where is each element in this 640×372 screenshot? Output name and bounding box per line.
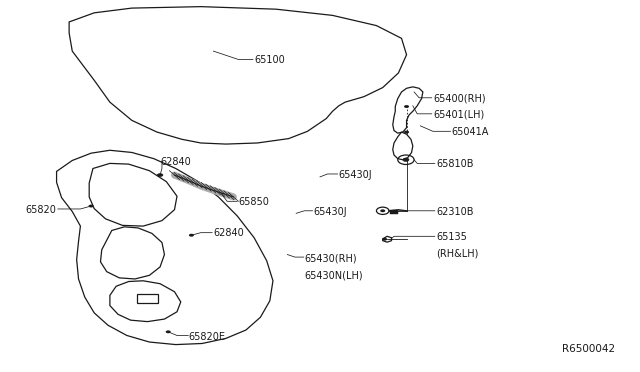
Text: 62840: 62840 [213, 228, 244, 238]
Text: 65135: 65135 [436, 232, 467, 242]
Text: 65810B: 65810B [436, 159, 474, 169]
Text: 65430J: 65430J [314, 206, 348, 217]
Text: 65430(RH): 65430(RH) [305, 254, 357, 264]
Circle shape [404, 131, 409, 134]
Text: 65430N(LH): 65430N(LH) [305, 270, 363, 280]
Text: 65400(RH): 65400(RH) [433, 93, 486, 103]
Circle shape [380, 209, 385, 212]
Text: 65820: 65820 [25, 205, 56, 215]
Text: 62840: 62840 [160, 157, 191, 167]
Text: 65041A: 65041A [452, 127, 489, 137]
Circle shape [404, 105, 409, 108]
Circle shape [403, 158, 409, 161]
Bar [390, 210, 398, 214]
Text: 65430J: 65430J [339, 170, 372, 180]
Text: 62310B: 62310B [436, 206, 474, 217]
Text: R6500042: R6500042 [562, 344, 615, 354]
Circle shape [88, 205, 93, 208]
Circle shape [382, 238, 387, 241]
Circle shape [157, 173, 163, 177]
Circle shape [166, 330, 171, 333]
Text: 65100: 65100 [254, 55, 285, 65]
Text: 65850: 65850 [239, 198, 269, 208]
Circle shape [189, 234, 194, 237]
Text: (RH&LH): (RH&LH) [436, 248, 479, 259]
Text: 65401(LH): 65401(LH) [433, 110, 484, 120]
Text: 65820E: 65820E [188, 332, 225, 342]
